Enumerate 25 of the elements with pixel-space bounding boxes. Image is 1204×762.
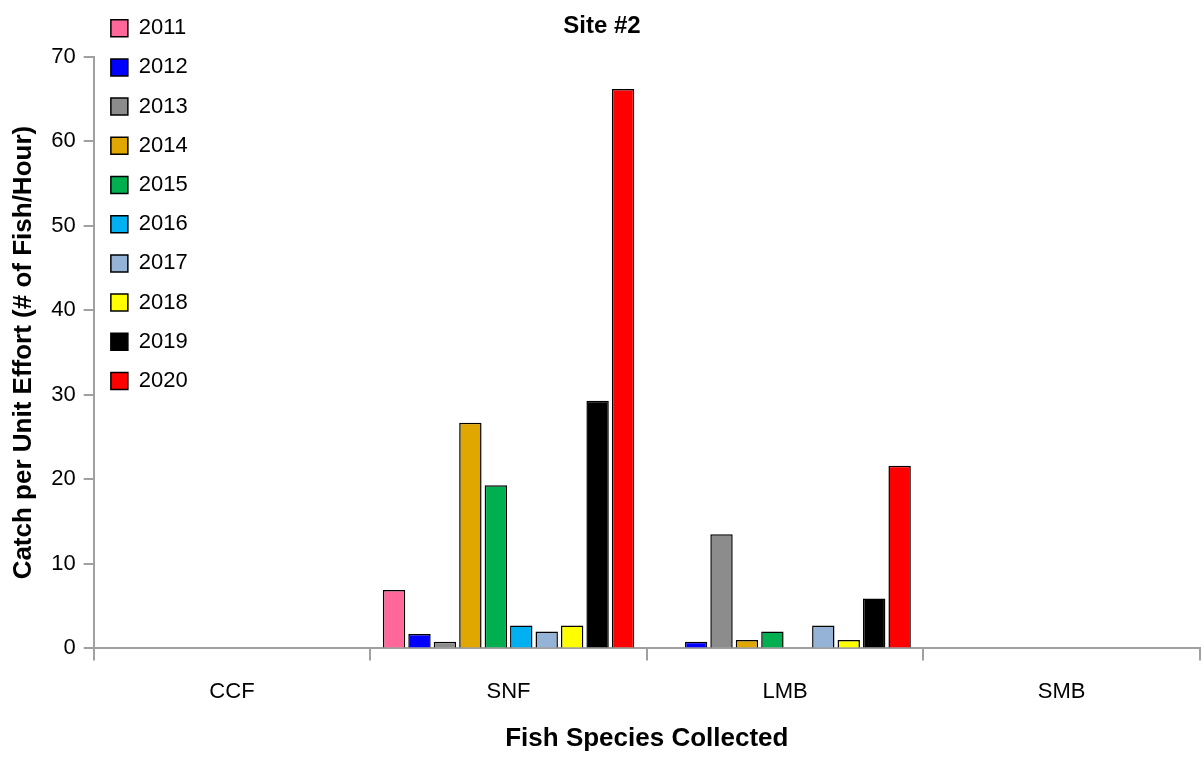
legend-label: 2012 — [138, 53, 188, 79]
y-tick-label: 50 — [51, 211, 76, 237]
y-tick-label: 40 — [51, 296, 76, 322]
legend-label: 2015 — [138, 171, 188, 197]
y-tick-label: 60 — [51, 127, 76, 153]
x-axis-title: Fish Species Collected — [505, 721, 789, 752]
y-tick-label: 30 — [51, 380, 76, 406]
x-tick-label: LMB — [762, 677, 808, 703]
legend-label: 2011 — [138, 14, 187, 40]
legend-label: 2020 — [138, 367, 188, 393]
legend-label: 2013 — [138, 92, 188, 118]
x-tick-label: SNF — [486, 677, 531, 703]
y-tick-label: 20 — [51, 465, 76, 491]
x-tick-label: CCF — [209, 677, 255, 703]
chart-title: Site #2 — [563, 11, 641, 39]
y-tick-label: 10 — [51, 549, 76, 575]
legend-label: 2017 — [138, 249, 188, 275]
y-tick-label: 0 — [63, 634, 76, 660]
legend-label: 2016 — [138, 210, 188, 236]
x-tick-label: SMB — [1037, 677, 1086, 703]
legend-label: 2018 — [138, 288, 188, 314]
y-tick-label: 70 — [51, 42, 76, 68]
legend-label: 2014 — [138, 131, 188, 157]
y-axis-title: Catch per Unit Effort (# of Fish/Hour) — [6, 125, 37, 580]
legend-label: 2019 — [138, 327, 188, 353]
